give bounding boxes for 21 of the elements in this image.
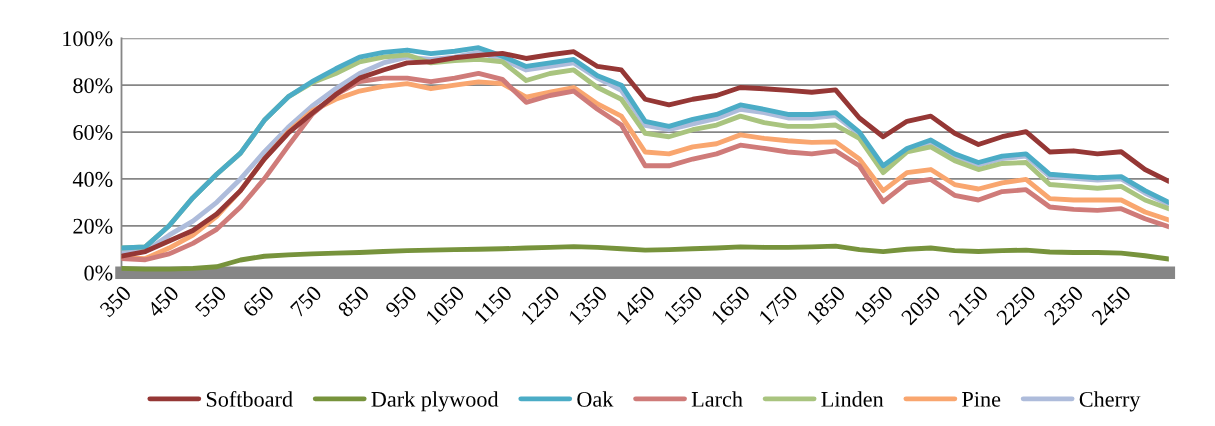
y-tick-label: 100% [63,31,113,47]
y-tick-label: 0% [84,265,113,281]
x-tick-label: 550 [194,284,228,318]
x-tick-label: 750 [289,284,323,318]
y-tick-label: 20% [73,218,113,234]
legend-label: Softboard [206,390,293,407]
x-tick-label: 650 [241,284,275,318]
legend-label: Pine [962,391,1001,407]
line-series [121,243,1169,272]
y-tick-label: 60% [73,124,113,141]
x-tick-label: 450 [146,284,180,319]
y-tick-label: 40% [72,171,113,187]
legend-label: Dark plywood [371,391,499,412]
x-tick-label: 850 [337,284,370,318]
y-tick-label: 80% [73,78,113,94]
legend-label: Larch [691,391,743,407]
legend-label: Cherry [1079,391,1141,412]
legend-label: Linden [821,391,884,407]
x-tick-label: 350 [99,284,132,318]
legend-label: Oak [577,391,614,407]
x-tick-label: 950 [384,284,418,318]
